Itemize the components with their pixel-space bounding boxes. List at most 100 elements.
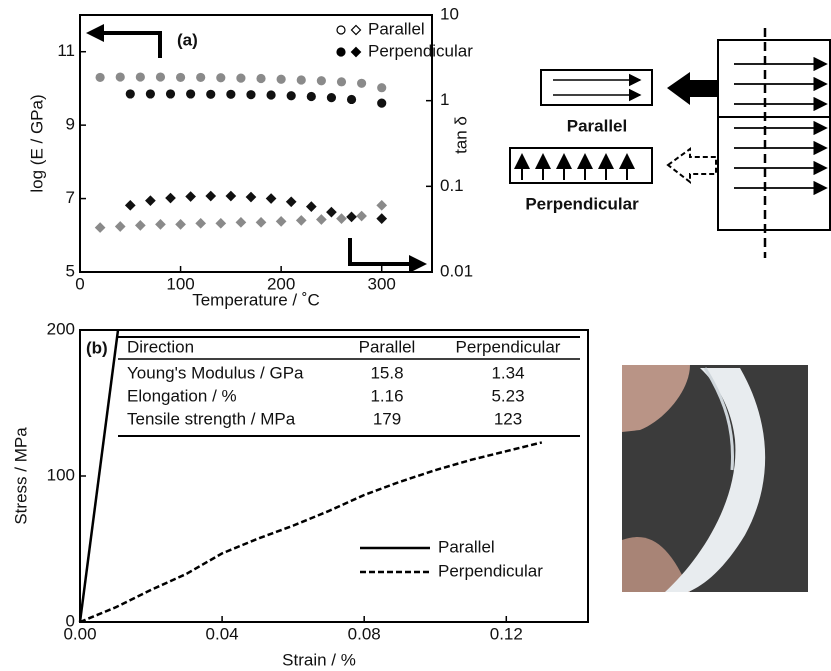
table-cell: Elongation / % <box>127 386 237 405</box>
y-axis-title: log (E / GPa) <box>27 94 46 192</box>
marker <box>136 221 145 230</box>
y2-tick-label: 0.01 <box>440 261 473 280</box>
marker <box>317 77 325 85</box>
marker <box>116 73 124 81</box>
marker <box>317 215 326 224</box>
marker <box>257 75 265 83</box>
marker <box>277 75 285 83</box>
marker <box>136 73 144 81</box>
y-tick-label: 0 <box>66 611 75 630</box>
marker <box>358 79 366 87</box>
marker <box>297 76 305 84</box>
marker <box>116 222 125 231</box>
marker <box>357 212 366 221</box>
marker <box>227 90 235 98</box>
table-cell: Tensile strength / MPa <box>127 409 296 428</box>
x-tick-label: 0.04 <box>206 624 239 643</box>
marker <box>277 217 286 226</box>
marker <box>177 73 185 81</box>
table-header: Parallel <box>359 337 416 356</box>
marker <box>348 95 356 103</box>
y-axis-title: Stress / MPa <box>11 427 30 525</box>
marker <box>327 208 336 217</box>
marker <box>126 90 134 98</box>
x-tick-label: 0.08 <box>348 624 381 643</box>
marker <box>186 192 195 201</box>
marker <box>156 220 165 229</box>
x-axis-title: Temperature / ˚C <box>192 290 320 309</box>
marker <box>287 197 296 206</box>
sample-photo <box>622 365 808 592</box>
legend-label: Perpendicular <box>368 41 473 60</box>
y-tick-label: 200 <box>47 319 75 338</box>
marker <box>337 214 346 223</box>
marker <box>377 201 386 210</box>
marker <box>307 93 315 101</box>
marker <box>166 194 175 203</box>
marker <box>216 219 225 228</box>
y-tick-label: 9 <box>66 115 75 134</box>
marker <box>226 192 235 201</box>
marker <box>236 218 245 227</box>
marker <box>126 201 135 210</box>
marker <box>267 194 276 203</box>
series-line <box>80 442 542 622</box>
legend-label: Parallel <box>438 537 495 556</box>
marker <box>196 219 205 228</box>
table-cell: Young's Modulus / GPa <box>127 363 304 382</box>
table-cell: 15.8 <box>370 363 403 382</box>
table-header: Direction <box>127 337 194 356</box>
y-tick-label: 7 <box>66 188 75 207</box>
marker <box>378 84 386 92</box>
x-tick-label: 100 <box>166 274 194 293</box>
marker <box>96 73 104 81</box>
marker <box>156 73 164 81</box>
marker <box>187 90 195 98</box>
y2-tick-label: 0.1 <box>440 176 464 195</box>
marker <box>327 94 335 102</box>
legend-marker <box>352 26 361 35</box>
legend-label: Parallel <box>368 19 425 38</box>
marker <box>307 202 316 211</box>
marker <box>297 216 306 225</box>
legend-marker <box>352 48 361 57</box>
marker <box>378 99 386 107</box>
marker <box>237 74 245 82</box>
marker <box>347 212 356 221</box>
table-cell: 5.23 <box>491 386 524 405</box>
marker <box>377 214 386 223</box>
orientation-diagram <box>510 28 831 258</box>
table-cell: 1.34 <box>491 363 524 382</box>
marker <box>257 218 266 227</box>
marker <box>247 91 255 99</box>
marker <box>146 90 154 98</box>
table-header: Perpendicular <box>456 337 561 356</box>
marker <box>287 92 295 100</box>
marker <box>217 74 225 82</box>
legend-marker <box>337 48 345 56</box>
panel-label: (b) <box>86 338 108 357</box>
marker <box>337 78 345 86</box>
table-cell: 1.16 <box>370 386 403 405</box>
panel-label: (a) <box>177 30 198 49</box>
diagram-label: Parallel <box>567 116 628 135</box>
marker <box>207 90 215 98</box>
marker <box>96 223 105 232</box>
marker <box>146 196 155 205</box>
table-cell: 123 <box>494 409 522 428</box>
marker <box>167 90 175 98</box>
y-tick-label: 5 <box>66 261 75 280</box>
x-tick-label: 300 <box>368 274 396 293</box>
marker <box>246 193 255 202</box>
y2-axis-title: tan δ <box>451 116 470 154</box>
legend-marker <box>337 26 345 34</box>
x-axis-title: Strain / % <box>282 650 356 669</box>
marker <box>176 220 185 229</box>
marker <box>267 91 275 99</box>
marker <box>197 73 205 81</box>
marker <box>206 192 215 201</box>
x-tick-label: 0 <box>75 274 84 293</box>
y-tick-label: 100 <box>47 465 75 484</box>
figure: Parallel Perpendicular 0100200300579110.… <box>0 0 831 671</box>
y2-tick-label: 10 <box>440 4 459 23</box>
